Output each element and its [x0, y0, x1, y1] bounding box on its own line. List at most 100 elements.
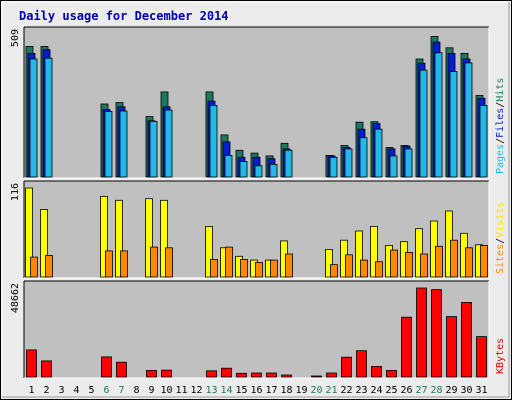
bar-visits-sites-day-26 [405, 251, 413, 278]
x-tick-label-day-23: 23 [355, 385, 367, 396]
x-tick-label-day-30: 30 [460, 385, 472, 396]
bar-hits-pages-day-30 [464, 62, 473, 178]
bar-hits-pages-day-13 [209, 105, 218, 178]
bar-hits-pages-day-21 [329, 156, 338, 178]
bar-visits-sites-day-27 [420, 253, 428, 278]
x-tick-label-day-9: 9 [148, 385, 154, 396]
bar-hits-pages-day-18 [284, 149, 293, 178]
bar-visits-sites-day-31 [480, 245, 488, 278]
y-max-label-visits: 116 [10, 183, 21, 201]
bar-hits-pages-day-1 [29, 58, 38, 178]
bar-kbytes-kbytes-day-20 [311, 375, 322, 378]
bar-kbytes-kbytes-day-30 [461, 301, 472, 378]
legend-item-visits: Visits [495, 202, 506, 238]
legend-kbytes: KBytes [495, 338, 506, 374]
x-axis-labels: 1 2 3 4 5 6 7 8 9 10 11 12 13 14 15 16 17 18 19 20 21 22 23 24 2… [28, 385, 487, 396]
bar-kbytes-kbytes-day-17 [266, 372, 277, 378]
x-tick-label-day-31: 31 [475, 385, 487, 396]
bar-visits-sites-day-22 [345, 254, 353, 278]
x-tick-label-day-17: 17 [265, 385, 277, 396]
x-tick-label-day-1: 1 [28, 385, 34, 396]
bar-visits-sites-day-2 [45, 255, 53, 278]
bar-kbytes-kbytes-day-16 [251, 372, 262, 378]
svg-text:KBytes: KBytes [495, 338, 506, 374]
bar-hits-pages-day-28 [434, 52, 443, 178]
x-tick-label-day-10: 10 [160, 385, 172, 396]
bar-hits-pages-day-6 [104, 111, 113, 178]
bar-visits-visits-day-9 [145, 198, 153, 278]
bar-hits-pages-day-23 [359, 137, 368, 178]
bar-kbytes-kbytes-day-26 [401, 316, 412, 378]
bar-kbytes-kbytes-day-31 [476, 336, 487, 378]
bar-visits-sites-day-17 [270, 259, 278, 278]
x-tick-label-day-28: 28 [430, 385, 442, 396]
bar-kbytes-kbytes-day-22 [341, 356, 352, 378]
bar-hits-pages-day-26 [404, 148, 413, 178]
chart-panels: 509Pages/Files/Hits116Sites/Visits48662K… [10, 26, 506, 379]
bar-kbytes-kbytes-day-7 [116, 361, 127, 378]
x-tick-label-day-5: 5 [88, 385, 94, 396]
bar-visits-visits-day-10 [160, 199, 168, 278]
bar-visits-visits-day-23 [355, 230, 363, 278]
svg-text:Pages/Files/Hits: Pages/Files/Hits [495, 78, 506, 174]
y-max-label-hits: 509 [10, 29, 21, 47]
bar-kbytes-kbytes-day-2 [41, 360, 52, 378]
bar-kbytes-kbytes-day-18 [281, 374, 292, 378]
x-tick-label-day-16: 16 [250, 385, 262, 396]
bar-kbytes-kbytes-day-27 [416, 287, 427, 378]
legend-item-kbytes: KBytes [495, 338, 506, 374]
bar-hits-pages-day-22 [344, 148, 353, 178]
x-tick-label-day-24: 24 [370, 385, 382, 396]
bar-visits-sites-day-10 [165, 247, 173, 278]
legend-hits: Pages/Files/Hits [495, 78, 506, 174]
bar-visits-visits-day-24 [370, 225, 378, 278]
x-tick-label-day-20: 20 [310, 385, 322, 396]
bar-visits-sites-day-21 [330, 264, 338, 278]
bar-visits-visits-day-21 [325, 248, 333, 278]
x-tick-label-day-29: 29 [445, 385, 457, 396]
bar-kbytes-kbytes-day-28 [431, 289, 442, 378]
bar-visits-sites-day-1 [30, 256, 38, 278]
bar-visits-sites-day-16 [255, 261, 263, 278]
bar-hits-pages-day-31 [479, 105, 488, 178]
bar-visits-sites-day-18 [285, 253, 293, 278]
bar-visits-sites-day-9 [150, 246, 158, 278]
x-tick-label-day-2: 2 [43, 385, 49, 396]
x-tick-label-day-26: 26 [400, 385, 412, 396]
bar-visits-visits-day-2 [40, 209, 48, 278]
x-tick-label-day-15: 15 [235, 385, 247, 396]
bar-kbytes-kbytes-day-9 [146, 369, 157, 378]
legend-item-sites: Sites [495, 244, 506, 274]
legend-item-files: Files [495, 108, 506, 138]
bar-hits-pages-day-27 [419, 69, 428, 178]
legend-separator: / [495, 238, 506, 244]
x-tick-label-day-12: 12 [190, 385, 202, 396]
bar-kbytes-kbytes-day-13 [206, 370, 217, 378]
bar-hits-pages-day-15 [239, 161, 248, 178]
x-tick-label-day-19: 19 [295, 385, 307, 396]
bar-hits-pages-day-9 [149, 121, 158, 178]
x-tick-label-day-13: 13 [205, 385, 217, 396]
chart-title: Daily usage for December 2014 [19, 9, 229, 23]
bar-visits-sites-day-30 [465, 247, 473, 278]
svg-text:Sites/Visits: Sites/Visits [495, 202, 506, 274]
bar-visits-visits-day-13 [205, 225, 213, 278]
bar-visits-visits-day-27 [415, 228, 423, 278]
legend-separator: / [495, 138, 506, 144]
bar-hits-pages-day-16 [254, 165, 263, 178]
legend-item-pages: Pages [495, 144, 506, 174]
x-tick-label-day-27: 27 [415, 385, 427, 396]
bar-hits-pages-day-2 [44, 57, 53, 178]
legend-visits: Sites/Visits [495, 202, 506, 274]
bar-visits-sites-day-29 [450, 239, 458, 278]
legend-item-hits: Hits [495, 78, 506, 102]
bar-hits-pages-day-7 [119, 110, 128, 178]
x-tick-label-day-11: 11 [175, 385, 187, 396]
bar-kbytes-kbytes-day-10 [161, 369, 172, 378]
bar-visits-sites-day-28 [435, 245, 443, 278]
bar-hits-pages-day-14 [224, 154, 233, 178]
x-tick-label-day-14: 14 [220, 385, 232, 396]
legend-separator: / [495, 102, 506, 108]
